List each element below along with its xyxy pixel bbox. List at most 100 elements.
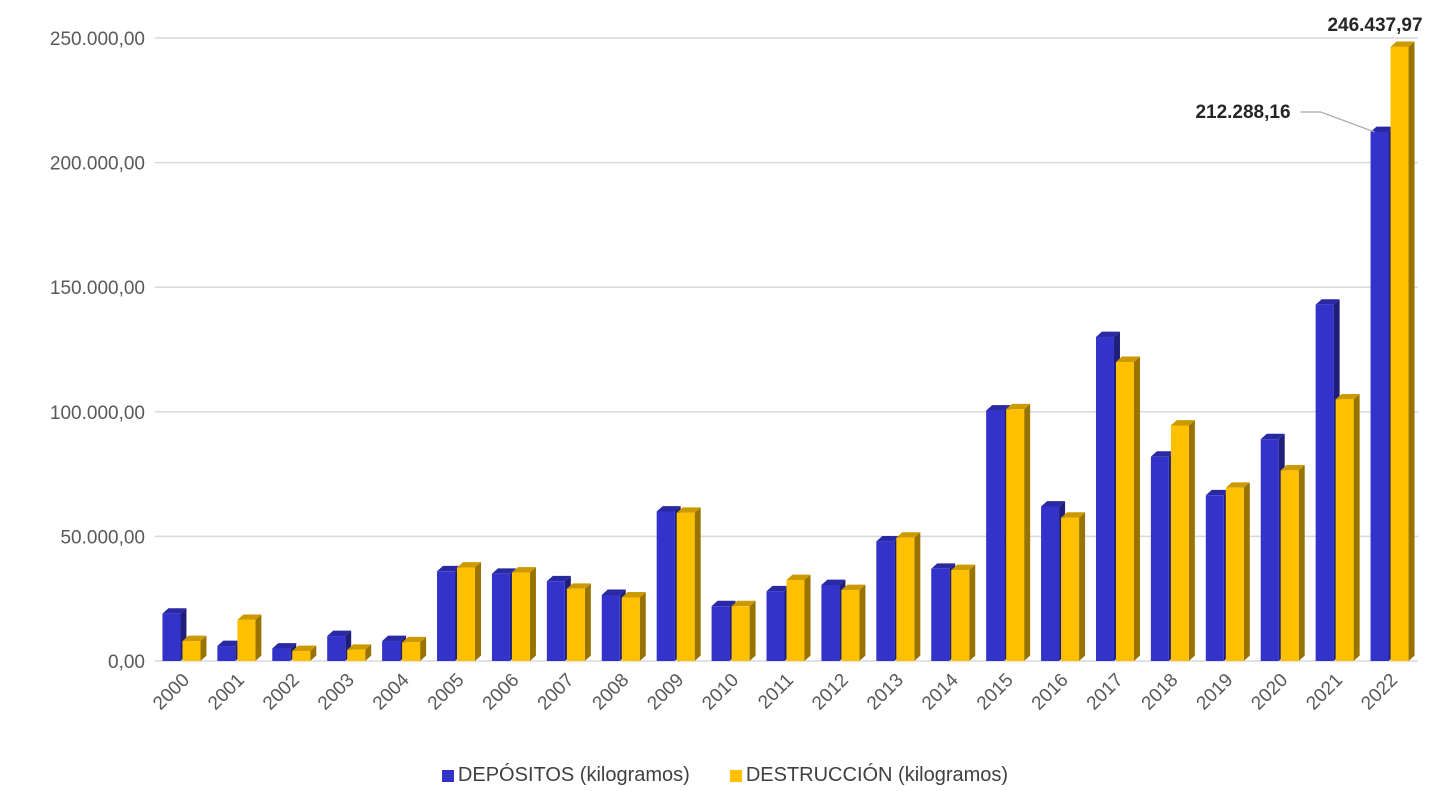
bar-top (1370, 126, 1395, 132)
bar-destruccion-2018 (1170, 420, 1195, 661)
bar-side (694, 507, 701, 661)
bar-top (1150, 451, 1175, 457)
bar-top (896, 532, 921, 538)
bars (162, 41, 1415, 662)
bar-top (1095, 331, 1120, 338)
bar-top (566, 583, 591, 589)
bar-front (1205, 495, 1224, 661)
bar-side (914, 532, 921, 661)
x-tick-label: 2022 (1357, 670, 1402, 715)
bar-depositos-2000 (162, 608, 187, 661)
bar-destruccion-2014 (951, 564, 976, 661)
bar-front (841, 589, 860, 661)
bar-side (639, 592, 646, 661)
bar-top (1205, 489, 1230, 496)
data-label: 212.288,16 (1195, 102, 1290, 123)
data-label: 246.437,97 (1327, 15, 1422, 36)
bar-front (292, 651, 311, 661)
bar-side (1188, 420, 1195, 661)
bar-top (1335, 393, 1360, 400)
bar-side (1133, 356, 1140, 661)
y-tick-label: 200.000,00 (50, 154, 145, 175)
bar-side (365, 644, 372, 661)
x-tick-label: 2018 (1138, 670, 1183, 715)
bar-front (951, 570, 970, 661)
bar-front (237, 619, 256, 661)
bar-side (1298, 464, 1305, 661)
bar-top (821, 579, 846, 585)
bar-top (1170, 420, 1195, 426)
bar-side (1353, 393, 1360, 661)
bar-top (621, 592, 646, 598)
bar-side (584, 583, 591, 661)
bar-top (1061, 512, 1086, 518)
y-tick-label: 150.000,00 (50, 278, 145, 299)
bar-top (437, 565, 462, 572)
bar-top (237, 614, 262, 620)
bar-destruccion-2000 (182, 635, 207, 661)
bar-front (1095, 337, 1114, 661)
bar-side (475, 562, 482, 661)
bar-front (1370, 131, 1389, 661)
bar-front (566, 588, 585, 661)
bar-front (1390, 46, 1409, 661)
bar-destruccion-2005 (457, 562, 482, 661)
bar-front (986, 410, 1005, 661)
bar-top (1260, 433, 1285, 440)
bar-destruccion-2013 (896, 532, 921, 661)
bar-top (711, 600, 736, 607)
bar-top (402, 636, 427, 643)
bar-front (272, 648, 291, 661)
bar-front (1041, 506, 1060, 661)
bar-front (931, 568, 950, 661)
x-axis-ticks: 2000 2001 2002 2003 2004 2005 2006 2007 2008 2009… (149, 669, 1402, 714)
bar-destruccion-2020 (1280, 464, 1305, 661)
bar-top (876, 535, 901, 542)
legend-item-depositos: DEPÓSITOS (kilogramos) (441, 764, 690, 787)
bar-side (1024, 403, 1031, 661)
bar-front (382, 641, 401, 661)
bar-front (546, 581, 565, 661)
legend: DEPÓSITOS (kilogramos) DESTRUCCIÓN (kilo… (0, 764, 1450, 787)
bar-front (766, 591, 785, 661)
bar-front (1170, 425, 1189, 661)
bar-top (272, 643, 297, 649)
bar-front (786, 580, 805, 661)
legend-swatch-depositos (441, 769, 454, 782)
bar-front (457, 567, 476, 661)
bar-top (841, 584, 866, 590)
bar-front (821, 584, 840, 661)
bar-side (1243, 482, 1250, 661)
x-tick-label: 2021 (1302, 670, 1347, 715)
bar-side (749, 600, 756, 661)
bar-front (621, 597, 640, 661)
bar-top (217, 640, 242, 647)
bar-front (601, 594, 620, 661)
bar-top (951, 564, 976, 571)
bar-top (162, 608, 187, 614)
x-tick-label: 2003 (314, 670, 359, 715)
y-tick-label: 100.000,00 (50, 403, 145, 424)
bar-front (1260, 439, 1279, 661)
bar-destruccion-2017 (1115, 356, 1140, 661)
bar-destruccion-2001 (237, 614, 262, 661)
bar-front (876, 541, 895, 661)
bar-depositos-2003 (327, 630, 352, 661)
bar-destruccion-2010 (731, 600, 756, 661)
bar-front (182, 641, 201, 661)
x-tick-label: 2005 (424, 670, 469, 715)
bar-destruccion-2007 (566, 583, 591, 661)
bar-front (1061, 517, 1080, 661)
bar-front (656, 511, 675, 661)
bar-front (896, 537, 915, 661)
bar-front (437, 571, 456, 661)
bar-side (420, 636, 427, 661)
bar-destruccion-2011 (786, 574, 811, 661)
bar-top (601, 589, 626, 595)
bar-top (1225, 482, 1250, 488)
bar-side (200, 635, 207, 661)
bar-destruccion-2016 (1061, 512, 1086, 661)
x-tick-label: 2004 (369, 669, 414, 714)
x-tick-label: 2011 (754, 670, 798, 714)
